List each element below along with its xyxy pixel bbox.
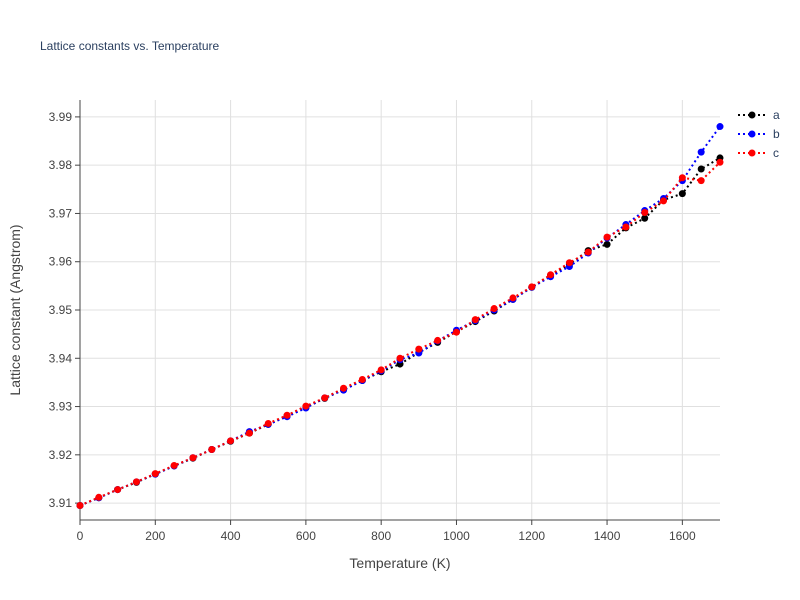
- y-tick-label: 3.91: [49, 496, 73, 510]
- data-point-c: [302, 402, 310, 410]
- series-c: [76, 158, 724, 510]
- data-point-c: [641, 208, 649, 216]
- data-point-c: [189, 454, 197, 462]
- data-point-c: [584, 248, 592, 256]
- data-point-c: [490, 305, 498, 313]
- data-point-c: [622, 223, 630, 231]
- x-tick-label: 200: [145, 529, 165, 543]
- data-point-c: [95, 493, 103, 501]
- data-point-a: [641, 214, 649, 222]
- x-axis-ticks: 0 200 400 600 800 1000 1200 1400 1600: [77, 520, 696, 543]
- data-point-c: [697, 177, 705, 185]
- data-point-c: [132, 478, 140, 486]
- legend[interactable]: abc: [738, 108, 780, 160]
- x-axis-title: Temperature (K): [349, 555, 450, 571]
- data-point-c: [415, 345, 423, 353]
- y-axis-title: Lattice constant (Angstrom): [7, 224, 23, 395]
- data-point-c: [377, 366, 385, 374]
- data-point-c: [114, 486, 122, 494]
- data-point-c: [434, 336, 442, 344]
- x-tick-label: 1400: [594, 529, 621, 543]
- legend-swatch-marker: [748, 111, 756, 119]
- data-point-c: [340, 384, 348, 392]
- data-point-c: [283, 411, 291, 419]
- data-point-c: [509, 294, 517, 302]
- data-point-c: [565, 259, 573, 267]
- y-axis-ticks: 3.91 3.92 3.93 3.94 3.95 3.96 3.97 3.98 3.99: [49, 110, 80, 510]
- y-tick-label: 3.94: [49, 351, 73, 365]
- x-tick-label: 400: [221, 529, 241, 543]
- x-tick-label: 800: [371, 529, 391, 543]
- data-point-c: [264, 419, 272, 427]
- data-point-c: [358, 376, 366, 384]
- y-tick-label: 3.92: [49, 448, 73, 462]
- data-point-c: [660, 197, 668, 205]
- data-point-c: [396, 354, 404, 362]
- legend-item-c[interactable]: c: [738, 146, 779, 160]
- legend-label: b: [773, 127, 780, 141]
- x-tick-label: 1200: [518, 529, 545, 543]
- data-point-a: [603, 240, 611, 248]
- legend-label: c: [773, 146, 779, 160]
- data-point-c: [528, 283, 536, 291]
- x-tick-label: 1600: [669, 529, 696, 543]
- y-tick-label: 3.98: [49, 158, 73, 172]
- data-point-c: [321, 394, 329, 402]
- legend-swatch-marker: [748, 130, 756, 138]
- data-point-c: [452, 328, 460, 336]
- data-point-c: [170, 461, 178, 469]
- data-point-c: [76, 502, 84, 510]
- y-tick-label: 3.93: [49, 400, 73, 414]
- legend-swatch-marker: [748, 149, 756, 157]
- y-tick-label: 3.99: [49, 110, 73, 124]
- data-point-c: [678, 174, 686, 182]
- data-point-c: [716, 158, 724, 166]
- data-point-c: [471, 316, 479, 324]
- data-point-a: [678, 190, 686, 198]
- chart-title: Lattice constants vs. Temperature: [40, 39, 220, 53]
- data-point-b: [716, 123, 724, 131]
- data-point-b: [697, 148, 705, 156]
- legend-item-b[interactable]: b: [738, 127, 780, 141]
- data-point-c: [151, 470, 159, 478]
- data-point-c: [603, 233, 611, 241]
- x-tick-label: 1000: [443, 529, 470, 543]
- data-point-c: [245, 429, 253, 437]
- y-tick-label: 3.97: [49, 206, 73, 220]
- data-point-a: [697, 165, 705, 173]
- series-line-c: [79, 161, 721, 507]
- data-point-c: [208, 446, 216, 454]
- legend-label: a: [773, 108, 780, 122]
- data-point-c: [547, 271, 555, 279]
- x-tick-label: 600: [296, 529, 316, 543]
- data-point-c: [227, 437, 235, 445]
- y-tick-label: 3.96: [49, 255, 73, 269]
- y-tick-label: 3.95: [49, 303, 73, 317]
- x-tick-label: 0: [77, 529, 84, 543]
- grid-lines: [80, 100, 720, 520]
- legend-item-a[interactable]: a: [738, 108, 780, 122]
- series-group: [76, 123, 724, 510]
